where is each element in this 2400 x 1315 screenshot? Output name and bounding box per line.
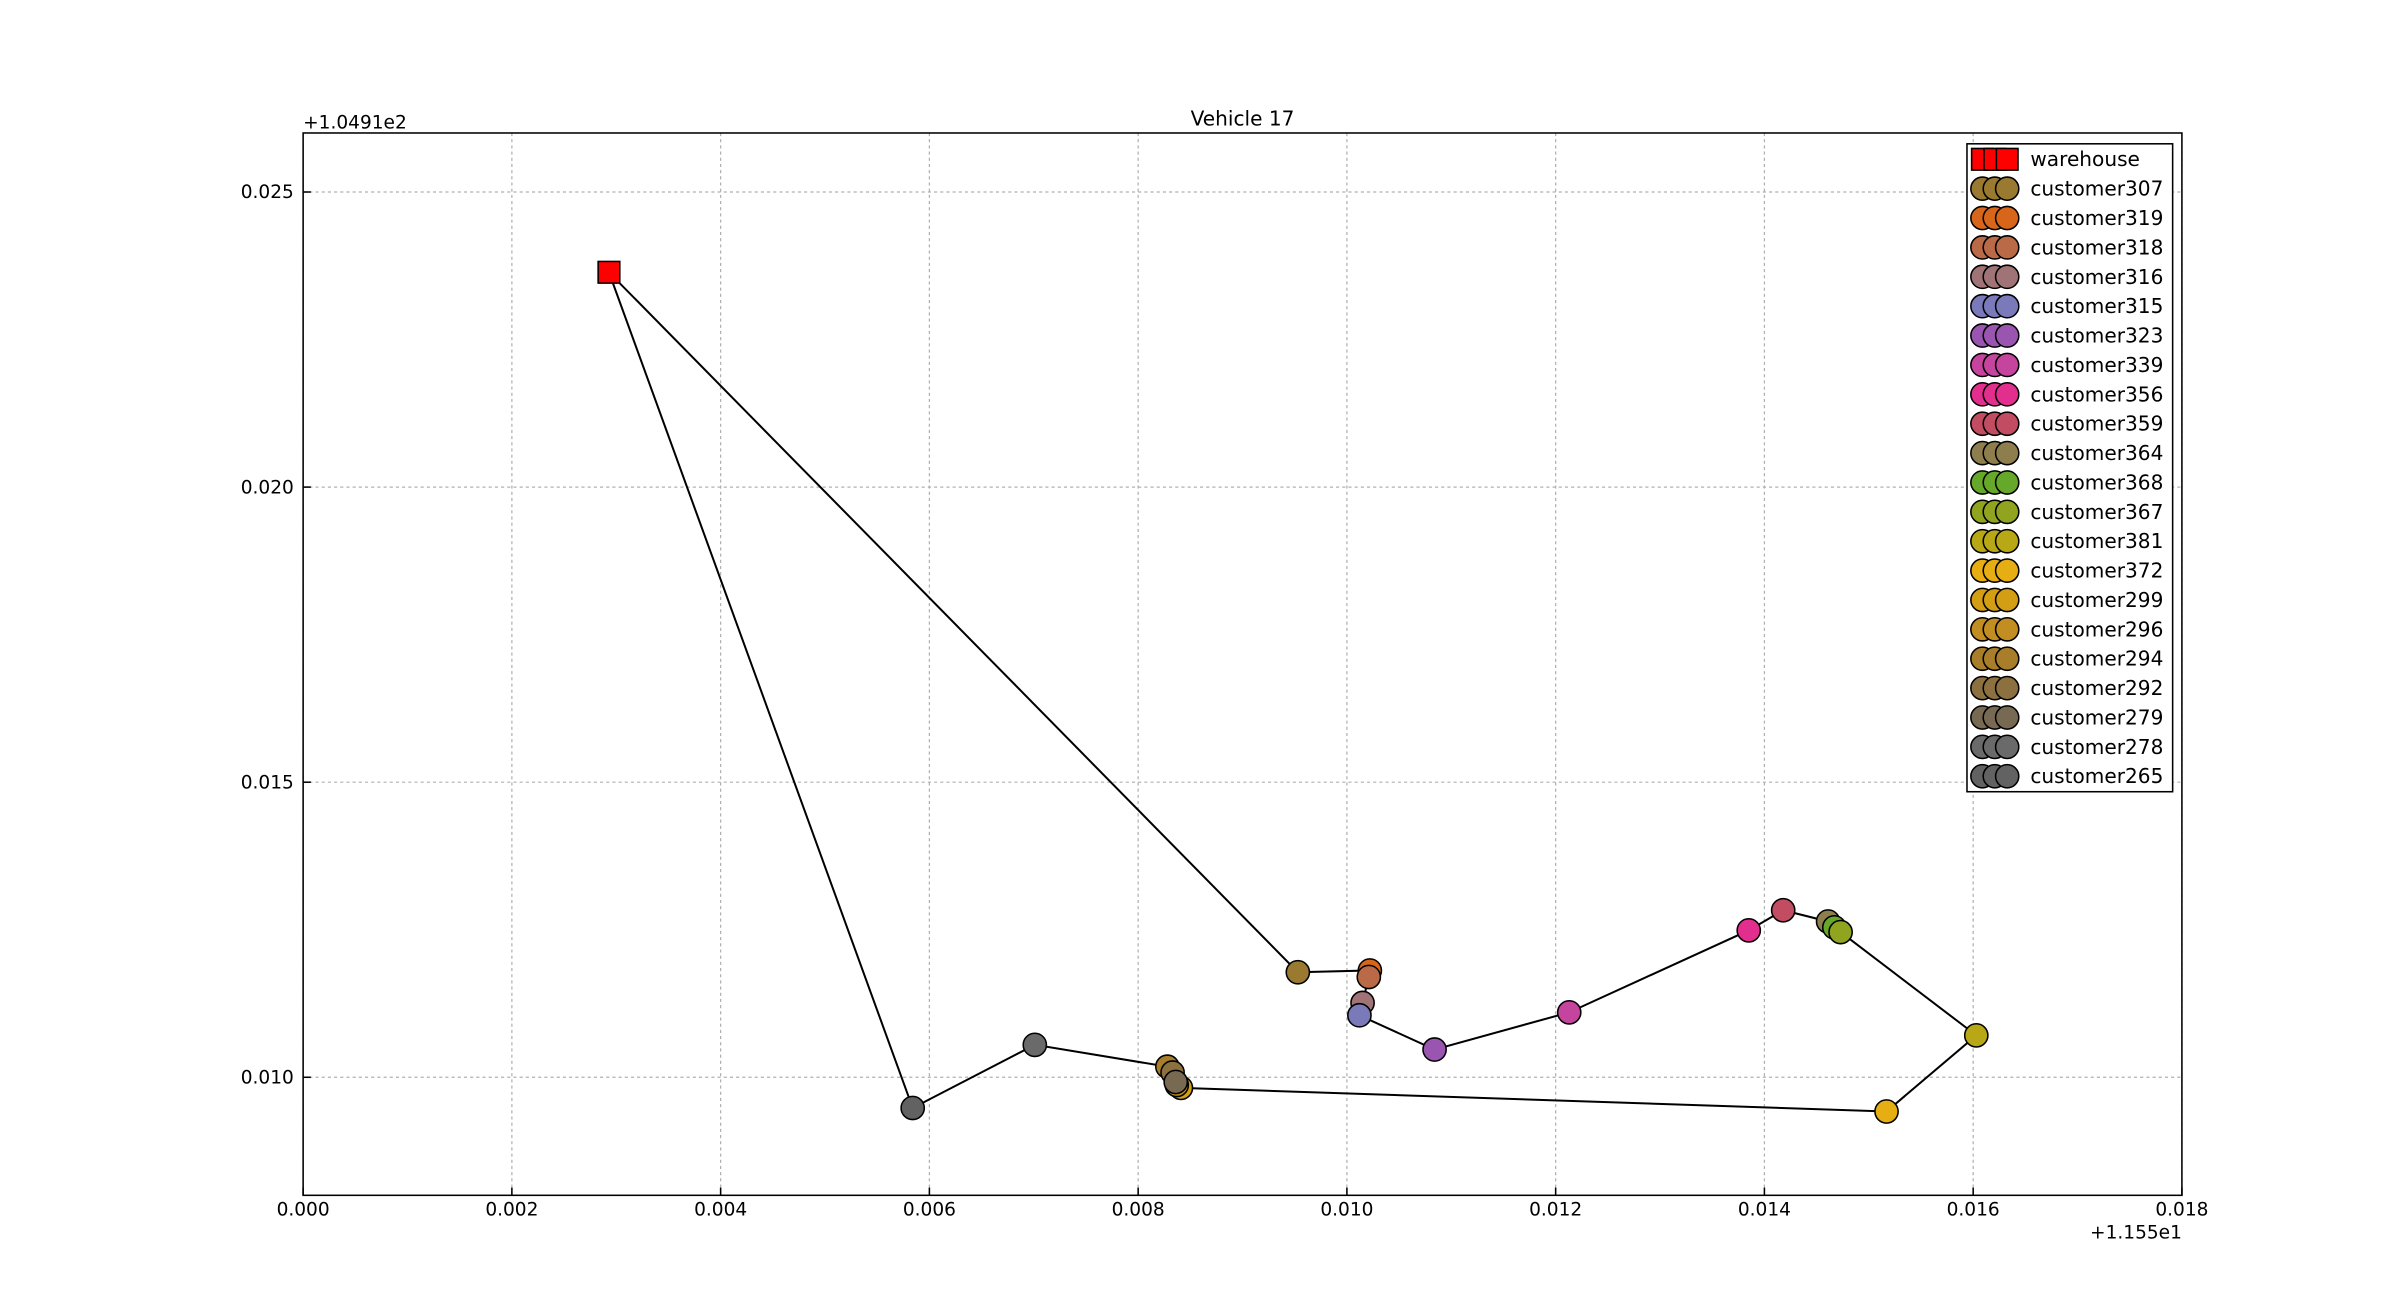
legend-label: customer265 <box>2030 764 2163 788</box>
legend-label: customer316 <box>2030 265 2163 289</box>
x-tick-label: 0.010 <box>1320 1199 1373 1220</box>
y-tick-label: 0.025 <box>241 182 294 203</box>
point <box>597 260 621 284</box>
y-offset-label: +1.0491e2 <box>303 112 407 133</box>
point <box>1022 1032 1048 1058</box>
legend-label: customer294 <box>2030 647 2163 671</box>
legend-label: warehouse <box>2030 147 2140 171</box>
chart-title: Vehicle 17 <box>1191 106 1295 130</box>
legend-marker <box>1994 470 2020 495</box>
point <box>1347 1002 1372 1028</box>
point <box>1422 1037 1447 1062</box>
legend-label: customer323 <box>2030 324 2163 348</box>
legend-marker <box>1994 499 2020 525</box>
legend-label: customer372 <box>2030 559 2163 583</box>
legend-marker <box>1994 264 2020 290</box>
legend-label: customer381 <box>2030 529 2163 553</box>
y-tick-label: 0.015 <box>241 772 294 793</box>
legend-marker <box>1995 147 2019 171</box>
legend-label: customer364 <box>2030 441 2163 465</box>
legend-marker <box>1994 323 2020 348</box>
x-tick-label: 0.008 <box>1112 1199 1165 1220</box>
legend-label: customer368 <box>2030 470 2163 494</box>
legend-marker <box>1994 705 2020 730</box>
legend-label: customer356 <box>2030 382 2163 406</box>
legend-marker <box>1994 528 2020 554</box>
legend-marker <box>1994 616 2020 642</box>
legend-marker <box>1994 440 2020 466</box>
point <box>1736 917 1762 943</box>
x-tick-label: 0.000 <box>277 1199 330 1220</box>
legend-label: customer296 <box>2030 617 2163 641</box>
legend-label: customer318 <box>2030 235 2163 259</box>
plot-frame <box>302 132 2183 1197</box>
legend-marker <box>1994 293 2020 319</box>
legend-label: customer359 <box>2030 412 2163 436</box>
point <box>1828 919 1853 945</box>
legend-label: customer299 <box>2030 588 2163 612</box>
point <box>1770 897 1796 923</box>
legend-marker <box>1994 763 2020 789</box>
x-tick-label: 0.016 <box>1947 1199 2000 1220</box>
legend-label: customer279 <box>2030 705 2163 729</box>
legend-label: customer319 <box>2030 206 2163 230</box>
x-tick-label: 0.002 <box>485 1199 538 1220</box>
legend-marker <box>1994 734 2020 760</box>
point <box>1963 1023 1989 1048</box>
legend-marker <box>1994 176 2020 202</box>
legend-label: customer315 <box>2030 294 2163 318</box>
legend-marker <box>1994 411 2020 437</box>
point <box>1874 1099 1899 1124</box>
x-tick-label: 0.014 <box>1738 1199 1791 1220</box>
legend-marker <box>1994 558 2020 583</box>
x-tick-label: 0.004 <box>694 1199 747 1220</box>
x-tick-label: 0.018 <box>2155 1199 2208 1220</box>
legend-label: customer278 <box>2030 735 2163 759</box>
legend-label: customer339 <box>2030 353 2163 377</box>
point <box>900 1095 926 1121</box>
legend-marker <box>1994 235 2020 260</box>
legend-marker <box>1994 352 2020 378</box>
legend-label: customer292 <box>2030 676 2163 700</box>
legend-marker <box>1994 205 2020 231</box>
legend-marker <box>1994 646 2020 672</box>
x-tick-label: 0.006 <box>903 1199 956 1220</box>
point <box>1356 964 1382 990</box>
point <box>1556 999 1582 1025</box>
x-tick-label: 0.012 <box>1529 1199 1582 1220</box>
legend-marker <box>1994 675 2020 701</box>
y-tick-label: 0.020 <box>241 477 294 498</box>
point <box>1163 1069 1189 1095</box>
legend-marker <box>1994 587 2020 613</box>
point <box>1285 959 1311 985</box>
legend-marker <box>1994 381 2020 407</box>
y-tick-label: 0.010 <box>241 1067 294 1088</box>
legend-label: customer367 <box>2030 500 2163 524</box>
x-offset-label: +1.155e1 <box>2090 1223 2182 1244</box>
legend-label: customer307 <box>2030 177 2163 201</box>
